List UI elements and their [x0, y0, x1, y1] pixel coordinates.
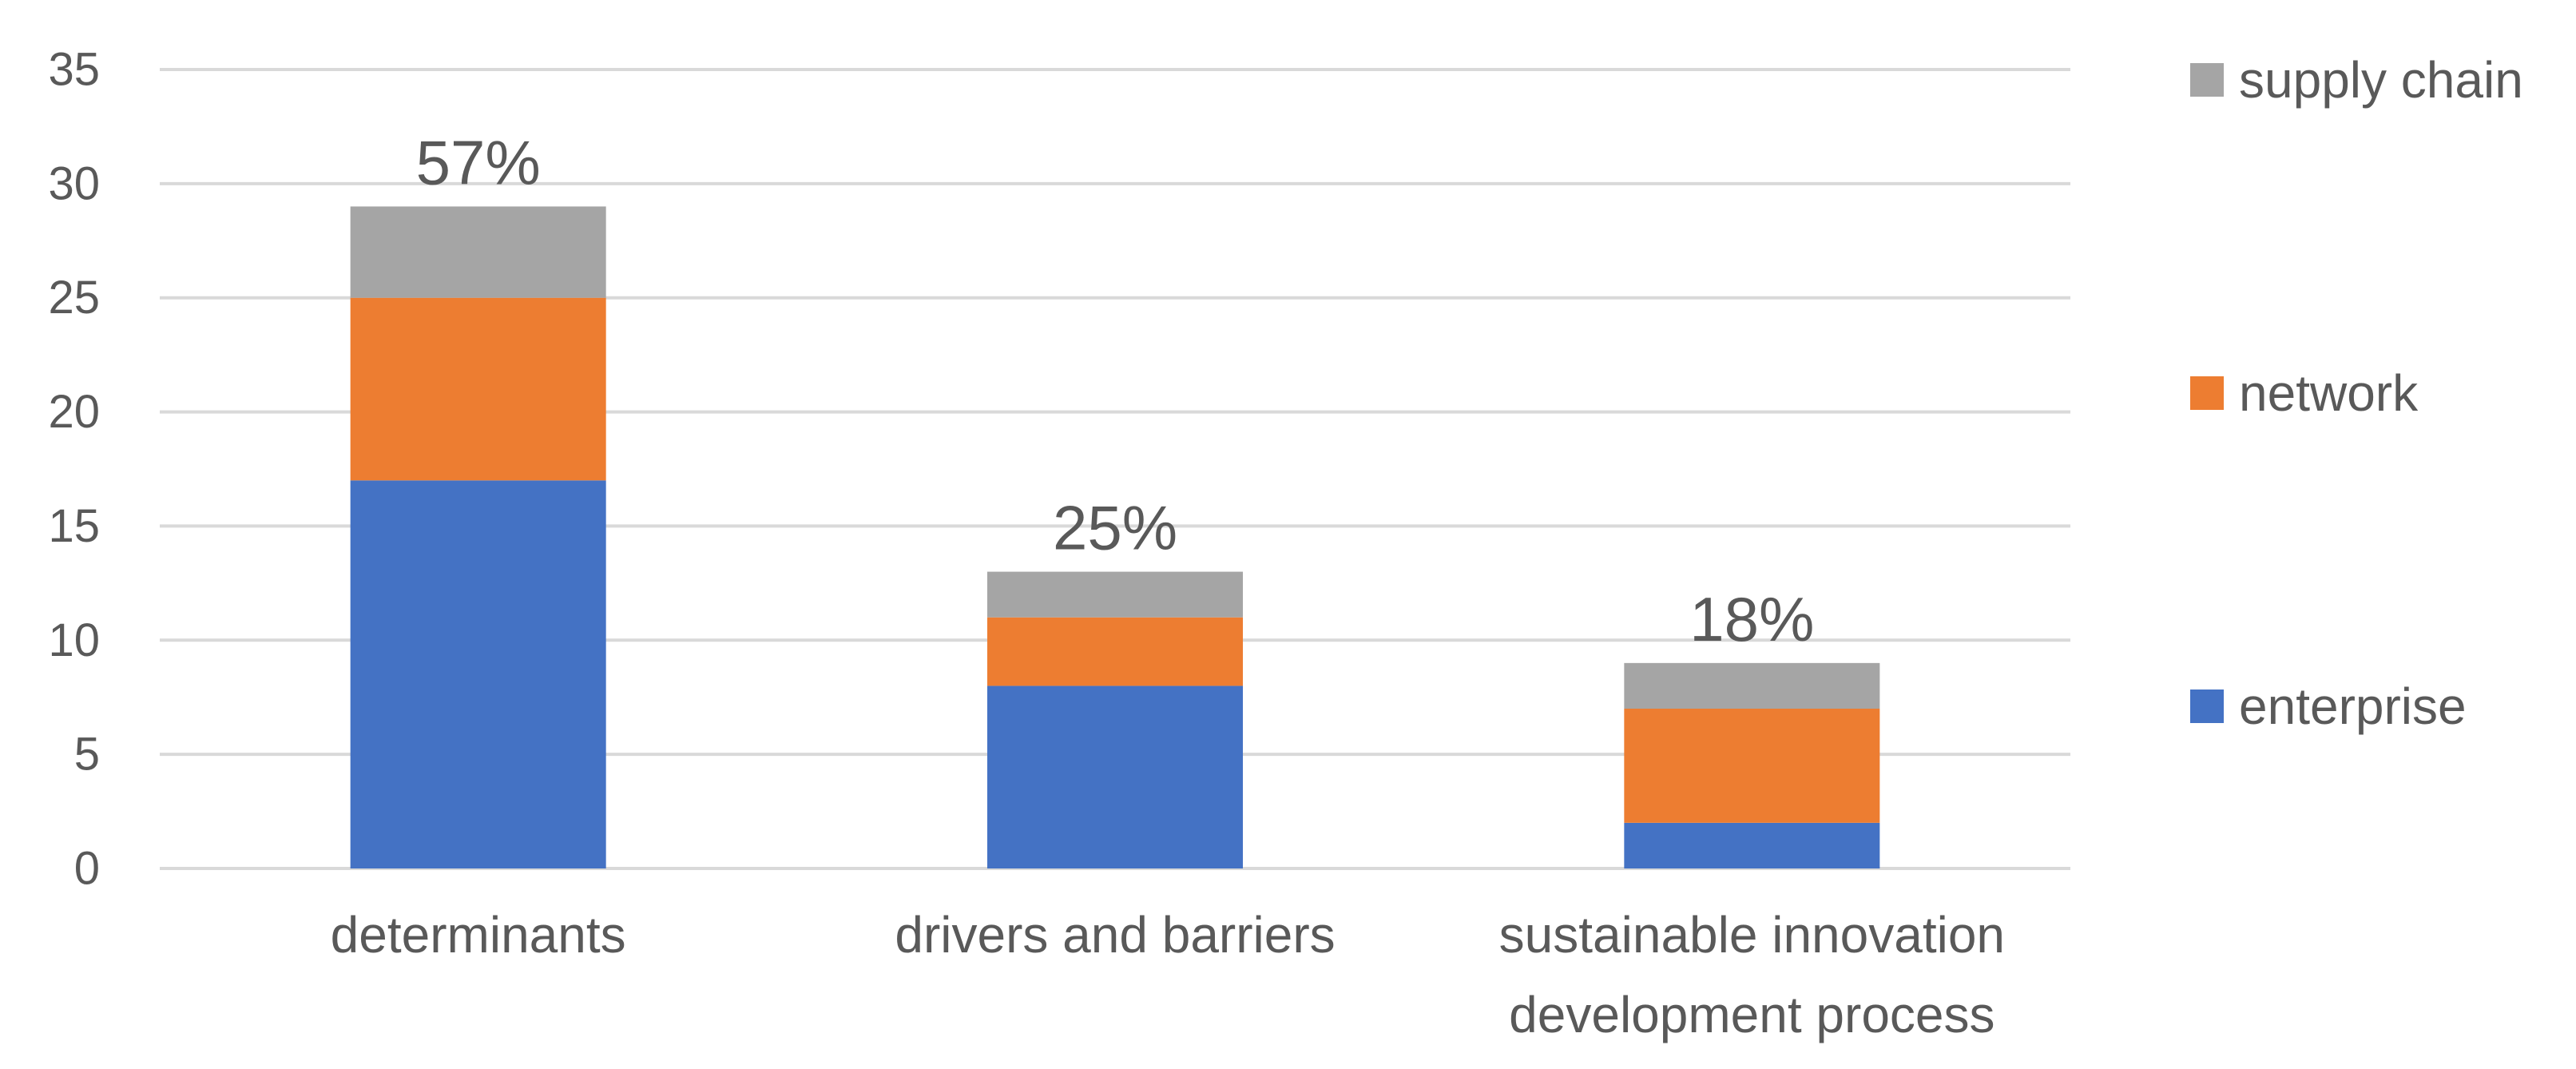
x-axis-category-labels: determinants drivers and barriers sustaina… — [331, 906, 2005, 1043]
y-tick-label: 10 — [48, 614, 100, 666]
bar-segment-enterprise — [350, 480, 606, 868]
total-labels: 57% 25% 18% — [416, 127, 1815, 654]
legend: supply chain network enterprise — [2190, 51, 2523, 735]
legend-label-network: network — [2239, 364, 2419, 422]
bars — [350, 206, 1880, 868]
y-tick-label: 15 — [48, 500, 100, 552]
y-tick-label: 25 — [48, 272, 100, 324]
bar-segment-enterprise — [1624, 822, 1880, 868]
total-percent-label: 25% — [1053, 493, 1177, 563]
legend-label-enterprise: enterprise — [2239, 678, 2467, 735]
bar-segment-supply-chain — [350, 206, 606, 298]
legend-swatch-network — [2190, 376, 2224, 410]
bar-segment-network — [987, 617, 1243, 686]
y-axis-tick-labels: 0 5 10 15 20 25 30 35 — [48, 44, 100, 895]
bar-segment-supply-chain — [1624, 662, 1880, 709]
x-category-label: drivers and barriers — [895, 906, 1335, 964]
total-percent-label: 57% — [416, 127, 541, 197]
legend-swatch-supply-chain — [2190, 63, 2224, 97]
y-tick-label: 30 — [48, 157, 100, 209]
bar-segment-network — [1624, 709, 1880, 823]
y-tick-label: 5 — [74, 729, 100, 781]
y-tick-label: 35 — [48, 44, 100, 96]
legend-label-supply-chain: supply chain — [2239, 51, 2523, 109]
x-category-label: determinants — [331, 906, 626, 964]
y-tick-label: 0 — [74, 843, 100, 895]
bar-segment-supply-chain — [987, 571, 1243, 618]
x-category-label: sustainable innovation development proces… — [1499, 906, 2005, 1043]
legend-swatch-enterprise — [2190, 689, 2224, 723]
y-tick-label: 20 — [48, 386, 100, 438]
bar-segment-enterprise — [987, 686, 1243, 868]
total-percent-label: 18% — [1689, 584, 1814, 654]
bar-segment-network — [350, 297, 606, 481]
